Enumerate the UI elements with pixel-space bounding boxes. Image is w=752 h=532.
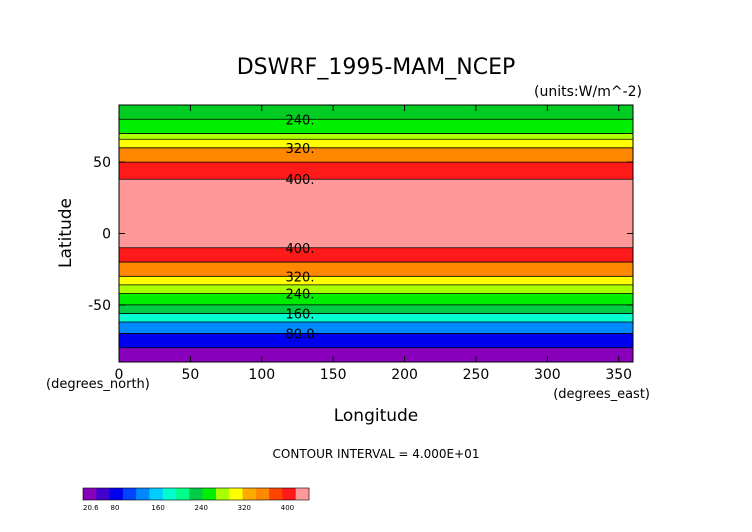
- x-tick-label: 150: [320, 367, 347, 383]
- contour-band: [119, 293, 633, 305]
- contour-bands: [119, 105, 633, 362]
- contour-band: [119, 119, 633, 134]
- contour-band: [119, 179, 633, 248]
- contour-band: [119, 276, 633, 285]
- colorbar: [82, 487, 310, 501]
- colorbar-tick-label: 160: [151, 504, 164, 512]
- contour-label: 240.: [286, 287, 315, 302]
- contour-label: 400.: [286, 173, 315, 188]
- colorbar-tick-label: 400: [281, 504, 294, 512]
- contour-band: [119, 347, 633, 362]
- x-axis-ticks: 0 50 100 150 200 250 300 350: [115, 105, 632, 383]
- contour-band: [119, 313, 633, 323]
- contour-label: 400.: [286, 242, 315, 257]
- colorbar-swatch: [162, 488, 177, 500]
- colorbar-swatch: [109, 488, 124, 500]
- x-tick-label: 200: [391, 367, 418, 383]
- y-tick-label: 0: [102, 227, 111, 243]
- colorbar-swatch: [215, 488, 230, 500]
- y-axis-ticks: -50 0 50: [88, 155, 633, 314]
- colorbar-tick-label: 320: [238, 504, 251, 512]
- x-tick-label: 300: [534, 367, 561, 383]
- contour-band: [119, 247, 633, 263]
- x-tick-label: 50: [181, 367, 199, 383]
- contour-band: [119, 147, 633, 163]
- colorbar-swatch: [242, 488, 257, 500]
- y-tick-label: -50: [88, 298, 111, 314]
- contour-label: 80.0: [286, 327, 315, 342]
- colorbar-frame: [82, 487, 310, 501]
- contour-band: [119, 262, 633, 277]
- contour-lines: [119, 118, 633, 349]
- contour-band: [119, 162, 633, 180]
- y-unit-label: (degrees_north): [46, 377, 150, 392]
- colorbar-swatch: [269, 488, 283, 500]
- colorbar-swatch: [122, 488, 137, 500]
- colorbar-swatch: [149, 488, 164, 500]
- contour-label: 320.: [286, 142, 315, 157]
- colorbar-swatch: [96, 488, 111, 500]
- colorbar-swatch: [83, 488, 97, 500]
- x-tick-label: 350: [605, 367, 632, 383]
- colorbar-swatch: [282, 488, 297, 500]
- x-tick-label: 0: [115, 367, 124, 383]
- contour-labels: 240. 320. 400. 400. 320. 240. 160. 80.0: [286, 113, 315, 342]
- contour-label: 240.: [286, 113, 315, 128]
- x-axis-label: Longitude: [334, 406, 419, 426]
- colorbar-swatch: [136, 488, 150, 500]
- colorbar-tick-label: 80: [111, 504, 120, 512]
- colorbar-ticks: 20.6 80 160 240 320 400: [83, 504, 294, 512]
- y-axis-label: Latitude: [56, 198, 76, 268]
- colorbar-tick-label: 240: [195, 504, 208, 512]
- contour-label: 160.: [286, 307, 315, 322]
- contour-band: [119, 133, 633, 140]
- colorbar-swatch: [189, 488, 204, 500]
- contour-band: [119, 139, 633, 148]
- colorbar-tick-label: 20.6: [83, 504, 99, 512]
- chart-title: DSWRF_1995-MAM_NCEP: [237, 55, 516, 80]
- x-tick-label: 250: [463, 367, 490, 383]
- contour-band: [119, 304, 633, 314]
- contour-band: [119, 105, 633, 120]
- x-tick-label: 100: [248, 367, 275, 383]
- colorbar-swatch: [295, 488, 310, 500]
- contour-band: [119, 284, 633, 294]
- colorbar-swatch: [176, 488, 190, 500]
- contour-interval-label: CONTOUR INTERVAL = 4.000E+01: [273, 447, 480, 461]
- contour-label: 320.: [286, 270, 315, 285]
- colorbar-swatch: [202, 488, 217, 500]
- y-tick-label: 50: [93, 155, 111, 171]
- units-label: (units:W/m^-2): [534, 84, 642, 100]
- colorbar-swatch: [229, 488, 244, 500]
- x-unit-label: (degrees_east): [553, 387, 650, 402]
- contour-band: [119, 333, 633, 348]
- colorbar-swatch: [255, 488, 270, 500]
- contour-band: [119, 322, 633, 334]
